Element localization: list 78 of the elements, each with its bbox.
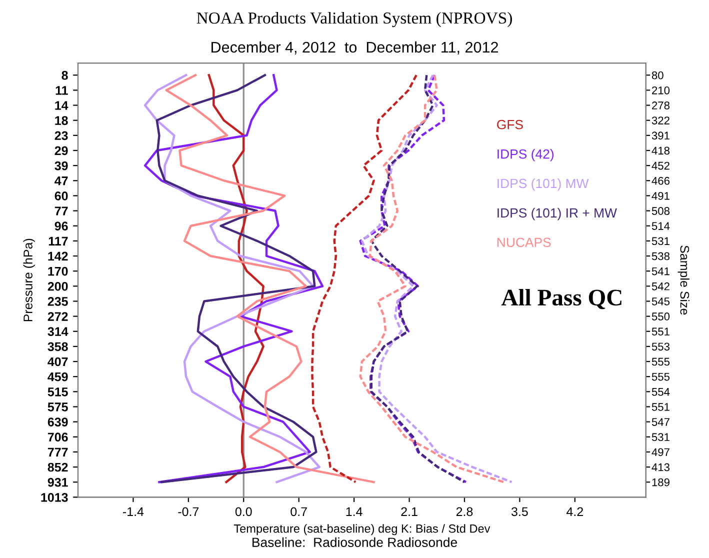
y-tick-label: 777 <box>48 448 68 456</box>
y-tick-label: 29 <box>54 146 68 156</box>
y2-tick-label: 538 <box>652 252 670 260</box>
y-tick-label: 200 <box>48 282 68 291</box>
y2-tick-label: 189 <box>652 478 670 486</box>
text: NUCAPS <box>497 238 551 248</box>
y-tick-label: 706 <box>48 432 68 442</box>
y-tick-label: 407 <box>48 357 68 366</box>
chart-subtitle: December 4, 2012 to December 11, 2012 <box>212 41 498 54</box>
y2-tick-label: 531 <box>652 433 670 442</box>
y2-tick-label: 418 <box>652 146 670 155</box>
x-tick-label: 0.7 <box>290 507 307 516</box>
y-tick-label: 8 <box>62 70 68 80</box>
y-tick-label: 515 <box>48 388 68 396</box>
y2-tick-label: 554 <box>652 388 670 396</box>
y-tick-label: 11 <box>56 86 68 95</box>
y2-tick-label: 514 <box>652 222 670 230</box>
y-tick-label: 96 <box>54 222 68 231</box>
x-axis-title: Temperature (sat-baseline) deg K: Bias / Std Dev <box>234 524 490 536</box>
y2-tick-label: 491 <box>652 192 670 200</box>
y2-tick-label: 531 <box>652 237 670 246</box>
y-tick-label: 575 <box>48 402 68 412</box>
y-tick-label: 272 <box>48 312 68 321</box>
y-tick-label: 1013 <box>41 492 68 502</box>
y-tick-label: 358 <box>48 342 68 352</box>
text: IDPS (101) IR + MW <box>498 208 617 220</box>
y-tick-label: 852 <box>48 462 68 472</box>
text: Baseline: Radiosonde Radiosonde <box>252 537 457 548</box>
y-tick-label: 142 <box>48 252 68 261</box>
y2-tick-label: 413 <box>652 463 670 472</box>
annotation: All Pass QC <box>501 288 622 310</box>
text: IDPS (101) MW <box>498 178 589 191</box>
y-tick-label: 47 <box>54 176 68 186</box>
y2-tick-label: 508 <box>652 207 670 215</box>
y2-tick-label: 555 <box>652 372 670 381</box>
y2-tick-label: 322 <box>652 116 670 124</box>
y-axis-title: Pressure (hPa) <box>23 238 35 322</box>
y2-tick-label: 551 <box>652 328 670 336</box>
y2-tick-label: 547 <box>652 418 670 426</box>
y2-axis-title: Sample Size <box>678 246 690 315</box>
y2-tick-label: 278 <box>652 102 670 110</box>
text: GFS <box>497 120 523 130</box>
text: IDPS (42) <box>498 149 554 162</box>
x-tick-label: 0.0 <box>235 507 252 516</box>
x-tick-label: -1.4 <box>122 507 144 516</box>
y2-tick-label: 553 <box>652 342 670 351</box>
y2-tick-label: 391 <box>652 132 670 140</box>
y-tick-label: 459 <box>48 372 68 382</box>
y2-tick-label: 80 <box>652 71 664 80</box>
y-tick-label: 314 <box>48 327 68 336</box>
y-tick-label: 18 <box>55 116 68 125</box>
x-tick-label: 1.4 <box>346 507 362 516</box>
y-tick-label: 639 <box>48 418 68 426</box>
chart-title: NOAA Products Validation System (NPROVS) <box>196 12 512 28</box>
y2-tick-label: 545 <box>652 298 670 306</box>
y2-tick-label: 210 <box>652 86 670 94</box>
y-tick-label: 117 <box>48 236 68 246</box>
x-tick-label: 4.2 <box>566 507 583 516</box>
x-tick-label: 3.5 <box>511 507 528 516</box>
y2-tick-label: 541 <box>652 267 670 276</box>
y2-tick-label: 497 <box>652 448 670 456</box>
x-tick-label: 2.1 <box>401 507 418 516</box>
y-tick-label: 14 <box>55 101 68 110</box>
y-tick-label: 39 <box>54 161 68 170</box>
y-tick-label: 23 <box>54 131 68 140</box>
y2-tick-label: 550 <box>652 312 670 320</box>
y2-tick-label: 452 <box>652 162 670 170</box>
x-tick-label: 2.8 <box>456 507 473 516</box>
y2-tick-label: 551 <box>652 403 670 411</box>
y2-tick-label: 555 <box>652 358 670 366</box>
x-tick-label: -0.7 <box>178 507 199 516</box>
y-tick-label: 170 <box>48 266 68 276</box>
y2-tick-label: 466 <box>652 176 670 185</box>
y2-tick-label: 542 <box>652 282 670 290</box>
y-tick-label: 77 <box>54 206 68 216</box>
y-tick-label: 60 <box>54 192 68 200</box>
y-tick-label: 931 <box>48 478 68 487</box>
y-tick-label: 235 <box>48 297 68 306</box>
